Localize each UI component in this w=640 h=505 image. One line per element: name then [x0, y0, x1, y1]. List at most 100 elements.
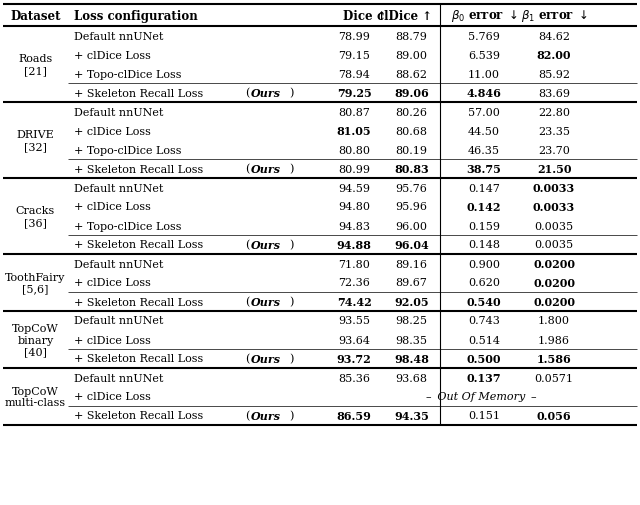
- Text: Dataset: Dataset: [10, 10, 61, 22]
- Text: + clDice Loss: + clDice Loss: [74, 50, 151, 61]
- Text: + Skeleton Recall Loss: + Skeleton Recall Loss: [74, 297, 207, 307]
- Text: 98.25: 98.25: [396, 316, 428, 326]
- Text: 80.26: 80.26: [396, 107, 428, 117]
- Text: 93.68: 93.68: [396, 373, 428, 383]
- Text: + clDice Loss: + clDice Loss: [74, 392, 151, 401]
- Text: 0.0035: 0.0035: [534, 221, 573, 231]
- Text: 92.05: 92.05: [394, 296, 429, 308]
- Text: 0.0571: 0.0571: [534, 373, 573, 383]
- Text: Ours: Ours: [251, 296, 281, 308]
- Text: 80.80: 80.80: [338, 145, 370, 155]
- Text: 21.50: 21.50: [537, 164, 572, 175]
- Text: + clDice Loss: + clDice Loss: [74, 126, 151, 136]
- Text: 80.87: 80.87: [338, 107, 370, 117]
- Text: + Topo-clDice Loss: + Topo-clDice Loss: [74, 69, 182, 79]
- Text: 0.0200: 0.0200: [533, 296, 575, 308]
- Text: + Skeleton Recall Loss: + Skeleton Recall Loss: [74, 354, 207, 364]
- Text: + Topo-clDice Loss: + Topo-clDice Loss: [74, 145, 182, 155]
- Text: ): ): [290, 88, 294, 98]
- Text: 88.62: 88.62: [396, 69, 428, 79]
- Text: 44.50: 44.50: [468, 126, 500, 136]
- Text: TopCoW
binary
[40]: TopCoW binary [40]: [12, 323, 59, 357]
- Text: ): ): [290, 354, 294, 364]
- Text: 0.142: 0.142: [467, 201, 501, 213]
- Text: 94.80: 94.80: [338, 202, 370, 212]
- Text: Ours: Ours: [251, 88, 281, 99]
- Text: + Skeleton Recall Loss: + Skeleton Recall Loss: [74, 88, 207, 98]
- Text: Ours: Ours: [251, 410, 281, 421]
- Text: $\beta_1$ error $\downarrow$: $\beta_1$ error $\downarrow$: [520, 8, 588, 24]
- Text: + clDice Loss: + clDice Loss: [74, 278, 151, 288]
- Text: Dice ↑: Dice ↑: [342, 10, 387, 22]
- Text: 93.64: 93.64: [338, 335, 370, 345]
- Text: + Skeleton Recall Loss: + Skeleton Recall Loss: [74, 411, 207, 421]
- Text: 72.36: 72.36: [338, 278, 370, 288]
- Text: Default nnUNet: Default nnUNet: [74, 316, 163, 326]
- Text: 71.80: 71.80: [338, 259, 370, 269]
- Text: 98.48: 98.48: [394, 354, 429, 364]
- Text: 0.743: 0.743: [468, 316, 500, 326]
- Text: DRIVE
[32]: DRIVE [32]: [17, 130, 54, 152]
- Text: Default nnUNet: Default nnUNet: [74, 107, 163, 117]
- Text: Cracks
[36]: Cracks [36]: [16, 206, 55, 227]
- Text: 5.769: 5.769: [468, 31, 500, 41]
- Text: 98.35: 98.35: [396, 335, 428, 345]
- Text: 78.94: 78.94: [338, 69, 370, 79]
- Text: (: (: [245, 240, 250, 250]
- Text: 89.06: 89.06: [394, 88, 429, 99]
- Text: 0.159: 0.159: [468, 221, 500, 231]
- Text: 85.36: 85.36: [338, 373, 370, 383]
- Text: Default nnUNet: Default nnUNet: [74, 259, 163, 269]
- Text: 81.05: 81.05: [337, 126, 371, 137]
- Text: 0.500: 0.500: [467, 354, 501, 364]
- Text: 0.540: 0.540: [467, 296, 501, 308]
- Text: 0.0200: 0.0200: [533, 277, 575, 288]
- Text: 0.0200: 0.0200: [533, 259, 575, 270]
- Text: 6.539: 6.539: [468, 50, 500, 61]
- Text: 95.96: 95.96: [396, 202, 428, 212]
- Text: 84.62: 84.62: [538, 31, 570, 41]
- Text: 79.25: 79.25: [337, 88, 371, 99]
- Text: 80.19: 80.19: [396, 145, 428, 155]
- Text: ToothFairy
[5,6]: ToothFairy [5,6]: [5, 272, 66, 294]
- Text: 23.70: 23.70: [538, 145, 570, 155]
- Text: Default nnUNet: Default nnUNet: [74, 373, 163, 383]
- Text: 0.0033: 0.0033: [533, 183, 575, 193]
- Text: 78.99: 78.99: [338, 31, 370, 41]
- Text: Roads
[21]: Roads [21]: [19, 54, 52, 76]
- Text: Default nnUNet: Default nnUNet: [74, 31, 163, 41]
- Text: (: (: [245, 297, 250, 307]
- Text: 1.986: 1.986: [538, 335, 570, 345]
- Text: –  Out Of Memory  –: – Out Of Memory –: [426, 392, 536, 401]
- Text: Ours: Ours: [251, 239, 281, 250]
- Text: 83.69: 83.69: [538, 88, 570, 98]
- Text: ): ): [290, 411, 294, 421]
- Text: 74.42: 74.42: [337, 296, 371, 308]
- Text: 0.147: 0.147: [468, 183, 500, 193]
- Text: ): ): [290, 297, 294, 307]
- Text: TopCoW
multi-class: TopCoW multi-class: [5, 386, 66, 408]
- Text: 11.00: 11.00: [468, 69, 500, 79]
- Text: 96.04: 96.04: [394, 239, 429, 250]
- Text: 94.88: 94.88: [337, 239, 371, 250]
- Text: 94.59: 94.59: [338, 183, 370, 193]
- Text: 80.99: 80.99: [338, 164, 370, 174]
- Text: ): ): [290, 240, 294, 250]
- Text: 0.0033: 0.0033: [533, 201, 575, 213]
- Text: 96.00: 96.00: [396, 221, 428, 231]
- Text: 1.800: 1.800: [538, 316, 570, 326]
- Text: + Topo-clDice Loss: + Topo-clDice Loss: [74, 221, 182, 231]
- Text: 93.72: 93.72: [337, 354, 371, 364]
- Text: + clDice Loss: + clDice Loss: [74, 202, 151, 212]
- Text: 86.59: 86.59: [337, 410, 371, 421]
- Text: 79.15: 79.15: [338, 50, 370, 61]
- Text: 23.35: 23.35: [538, 126, 570, 136]
- Text: Default nnUNet: Default nnUNet: [74, 183, 163, 193]
- Text: 0.0035: 0.0035: [534, 240, 573, 250]
- Text: Loss configuration: Loss configuration: [74, 10, 198, 22]
- Text: 80.83: 80.83: [394, 164, 429, 175]
- Text: 0.151: 0.151: [468, 411, 500, 421]
- Text: + clDice Loss: + clDice Loss: [74, 335, 151, 345]
- Text: 80.68: 80.68: [396, 126, 428, 136]
- Text: 22.80: 22.80: [538, 107, 570, 117]
